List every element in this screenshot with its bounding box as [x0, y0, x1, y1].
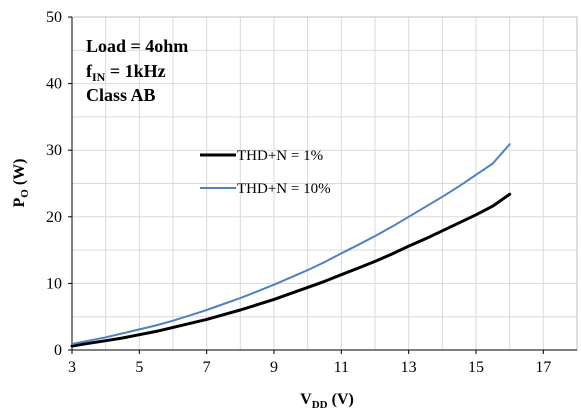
grid	[71, 16, 578, 351]
x-tick-label: 17	[535, 359, 551, 376]
y-tick-label: 50	[46, 9, 62, 26]
y-tick-label: 20	[46, 209, 62, 226]
y-tick-label: 30	[46, 142, 62, 159]
legend-label-2: THD+N = 10%	[237, 181, 331, 197]
annotation-class: Class AB	[86, 85, 156, 105]
annotation-frequency: fIN = 1kHz	[86, 61, 166, 84]
y-tick-label: 10	[46, 275, 62, 292]
series-line-1	[70, 192, 512, 348]
x-tick-label: 9	[270, 359, 278, 376]
series-line-2	[71, 143, 511, 345]
x-tick-label: 11	[334, 359, 349, 376]
x-axis-title: VDD (V)	[300, 391, 354, 411]
x-tick-label: 7	[203, 359, 211, 376]
x-tick-label: 3	[68, 359, 76, 376]
tick-labels: 3 5 7 9 11 13 15 17 0 10 20 30 40 50	[46, 9, 551, 376]
annotation-load: Load = 4ohm	[86, 36, 188, 56]
legend-label-1: THD+N = 1%	[237, 148, 323, 164]
x-tick-label: 15	[468, 359, 484, 376]
y-axis-title: PO (W)	[11, 159, 31, 208]
x-tick-label: 5	[135, 359, 143, 376]
series-lines	[70, 143, 512, 348]
y-tick-label: 0	[54, 342, 62, 359]
x-tick-label: 13	[401, 359, 417, 376]
y-tick-label: 40	[46, 76, 62, 93]
